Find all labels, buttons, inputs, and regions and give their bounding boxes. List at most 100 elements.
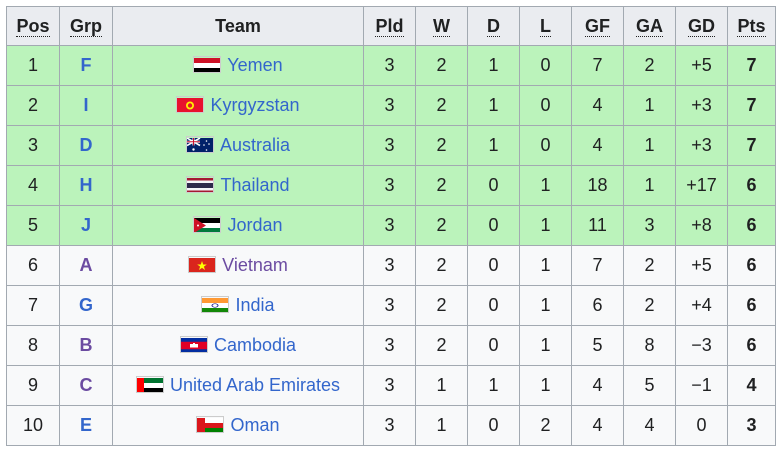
header-w-label: W (433, 15, 450, 37)
w-cell: 1 (415, 405, 468, 446)
header-grp-label: Grp (69, 15, 102, 37)
header-pld-label: Pld (375, 15, 404, 37)
group-link[interactable]: B (79, 335, 93, 355)
header-l-label: L (540, 15, 551, 37)
gd-cell: +5 (675, 45, 728, 86)
d-cell: 0 (467, 325, 520, 366)
pts-cell: 7 (727, 45, 776, 86)
gd-cell: −1 (675, 365, 728, 406)
d-cell: 1 (467, 365, 520, 406)
gf-cell: 4 (571, 85, 624, 126)
team-link[interactable]: Australia (219, 135, 291, 155)
pos-cell: 8 (6, 325, 60, 366)
header-pts-label: Pts (737, 15, 766, 37)
l-cell: 1 (519, 165, 572, 206)
l-cell: 1 (519, 205, 572, 246)
w-cell: 2 (415, 165, 468, 206)
header-ga-label: GA (636, 15, 663, 37)
team-cell: Cambodia (112, 325, 364, 366)
pos-cell: 5 (6, 205, 60, 246)
team-link[interactable]: India (235, 295, 275, 315)
ga-cell: 8 (623, 325, 676, 366)
gd-cell: −3 (675, 325, 728, 366)
pld-cell: 3 (363, 325, 416, 366)
gf-cell: 11 (571, 205, 624, 246)
group-link[interactable]: D (79, 135, 93, 155)
ga-cell: 2 (623, 285, 676, 326)
team-link[interactable]: Yemen (227, 55, 283, 75)
gd-cell: +8 (675, 205, 728, 246)
table-row: 7 G India 3 2 0 1 6 2 +4 6 (6, 285, 776, 326)
group-link[interactable]: H (79, 175, 93, 195)
gf-cell: 7 (571, 245, 624, 286)
vietnam-flag-icon (188, 256, 217, 273)
pld-cell: 3 (363, 85, 416, 126)
gf-cell: 4 (571, 405, 624, 446)
gd-cell: 0 (675, 405, 728, 446)
india-flag-icon (201, 296, 230, 313)
group-link[interactable]: I (83, 95, 89, 115)
team-link[interactable]: Kyrgyzstan (210, 95, 300, 115)
d-cell: 0 (467, 245, 520, 286)
team-link[interactable]: Thailand (220, 175, 290, 195)
pld-cell: 3 (363, 165, 416, 206)
grp-cell: A (59, 245, 113, 286)
d-cell: 0 (467, 285, 520, 326)
thailand-flag-icon (186, 176, 215, 193)
ga-cell: 2 (623, 45, 676, 86)
pts-cell: 6 (727, 325, 776, 366)
team-link[interactable]: Oman (230, 415, 280, 435)
gf-cell: 18 (571, 165, 624, 206)
ga-cell: 5 (623, 365, 676, 406)
team-link[interactable]: Vietnam (222, 255, 288, 275)
pld-cell: 3 (363, 205, 416, 246)
grp-cell: G (59, 285, 113, 326)
team-cell: India (112, 285, 364, 326)
table-row: 9 C United Arab Emirates 3 1 1 1 4 5 −1 4 (6, 365, 776, 406)
grp-cell: B (59, 325, 113, 366)
pts-cell: 7 (727, 85, 776, 126)
header-grp: Grp (59, 6, 113, 46)
group-link[interactable]: J (80, 215, 91, 235)
pld-cell: 3 (363, 405, 416, 446)
pos-cell: 1 (6, 45, 60, 86)
d-cell: 0 (467, 205, 520, 246)
kyrgyzstan-flag-icon (176, 96, 205, 113)
team-cell: Jordan (112, 205, 364, 246)
team-link[interactable]: Jordan (227, 215, 283, 235)
group-link[interactable]: F (80, 55, 92, 75)
table-row: 6 A Vietnam 3 2 0 1 7 2 +5 6 (6, 245, 776, 286)
w-cell: 2 (415, 285, 468, 326)
group-link[interactable]: C (79, 375, 93, 395)
australia-flag-icon (185, 136, 214, 153)
d-cell: 1 (467, 45, 520, 86)
pld-cell: 3 (363, 45, 416, 86)
table-row: 3 D Australia 3 2 1 0 4 1 +3 7 (6, 125, 776, 166)
ga-cell: 4 (623, 405, 676, 446)
gd-cell: +4 (675, 285, 728, 326)
group-link[interactable]: A (79, 255, 93, 275)
pts-cell: 3 (727, 405, 776, 446)
team-link[interactable]: Cambodia (213, 335, 297, 355)
pos-cell: 10 (6, 405, 60, 446)
group-link[interactable]: G (78, 295, 93, 315)
group-link[interactable]: E (79, 415, 92, 435)
d-cell: 0 (467, 405, 520, 446)
team-link[interactable]: United Arab Emirates (169, 375, 341, 395)
w-cell: 1 (415, 365, 468, 406)
l-cell: 0 (519, 125, 572, 166)
d-cell: 1 (467, 125, 520, 166)
yemen-flag-icon (193, 56, 222, 73)
l-cell: 0 (519, 85, 572, 126)
l-cell: 1 (519, 365, 572, 406)
grp-cell: I (59, 85, 113, 126)
ga-cell: 1 (623, 165, 676, 206)
l-cell: 1 (519, 245, 572, 286)
table-row: 5 J Jordan 3 2 0 1 11 3 +8 6 (6, 205, 776, 246)
l-cell: 2 (519, 405, 572, 446)
grp-cell: F (59, 45, 113, 86)
header-l: L (519, 6, 572, 46)
pos-cell: 3 (6, 125, 60, 166)
header-w: W (415, 6, 468, 46)
oman-flag-icon (196, 416, 225, 433)
